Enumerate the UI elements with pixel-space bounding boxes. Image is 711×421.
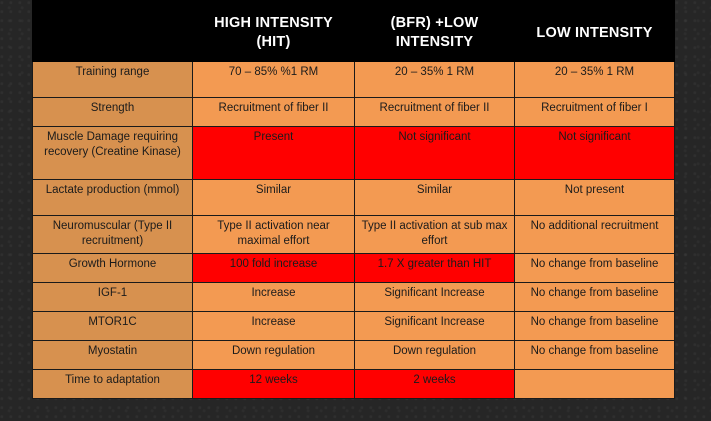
header-empty	[32, 0, 193, 62]
table-cell: 100 fold increase	[192, 253, 355, 283]
table-cell: 2 weeks	[354, 369, 515, 399]
row-label: Neuromuscular (Type II recruitment)	[32, 215, 193, 254]
table-cell: Increase	[192, 282, 355, 312]
table-cell: No additional recruitment	[514, 215, 675, 254]
table-cell: Significant Increase	[354, 311, 515, 341]
table-cell: Not significant	[514, 126, 675, 180]
row-label: Growth Hormone	[32, 253, 193, 283]
table-row: Myostatin Down regulation Down regulation N…	[32, 340, 675, 370]
row-label: Training range	[32, 61, 193, 98]
table-cell: Recruitment of fiber II	[192, 97, 355, 127]
table-row: IGF-1 Increase Significant Increase No chan…	[32, 282, 675, 312]
table-body: Training range 70 – 85% %1 RM 20 – 35% 1 R…	[32, 61, 675, 399]
table-cell: Recruitment of fiber II	[354, 97, 515, 127]
table-cell: No change from baseline	[514, 282, 675, 312]
table-row: MTOR1C Increase Significant Increase No cha…	[32, 311, 675, 341]
table-cell: Type II activation near maximal effort	[192, 215, 355, 254]
table-cell: Recruitment of fiber I	[514, 97, 675, 127]
table-cell: No change from baseline	[514, 253, 675, 283]
header-high-intensity: HIGH INTENSITY (HIT)	[192, 0, 355, 62]
table-row: Time to adaptation 12 weeks 2 weeks	[32, 369, 675, 399]
table-cell: 20 – 35% 1 RM	[514, 61, 675, 98]
row-label: Time to adaptation	[32, 369, 193, 399]
table-cell: 1.7 X greater than HIT	[354, 253, 515, 283]
table-cell: No change from baseline	[514, 340, 675, 370]
table-row: Strength Recruitment of fiber II Recruitme…	[32, 97, 675, 127]
table-cell: No change from baseline	[514, 311, 675, 341]
table-cell: Type II activation at sub max effort	[354, 215, 515, 254]
table-cell	[514, 369, 675, 399]
table-cell: Similar	[354, 179, 515, 216]
table-cell: Not significant	[354, 126, 515, 180]
table-cell: Increase	[192, 311, 355, 341]
row-label: Strength	[32, 97, 193, 127]
comparison-table: HIGH INTENSITY (HIT) (BFR) +LOW INTENSIT…	[32, 0, 675, 399]
header-row: HIGH INTENSITY (HIT) (BFR) +LOW INTENSIT…	[32, 0, 675, 62]
table-row: Neuromuscular (Type II recruitment) Type …	[32, 215, 675, 254]
table-row: Lactate production (mmol) Similar Similar N…	[32, 179, 675, 216]
table-cell: Significant Increase	[354, 282, 515, 312]
row-label: Muscle Damage requiring recovery (Creati…	[32, 126, 193, 180]
header-low-intensity: LOW INTENSITY	[514, 0, 675, 62]
table-cell: 70 – 85% %1 RM	[192, 61, 355, 98]
table-cell: Present	[192, 126, 355, 180]
header-bfr-low-intensity: (BFR) +LOW INTENSITY	[354, 0, 515, 62]
table-cell: Down regulation	[354, 340, 515, 370]
row-label: Myostatin	[32, 340, 193, 370]
table-cell: 20 – 35% 1 RM	[354, 61, 515, 98]
table-cell: Similar	[192, 179, 355, 216]
comparison-slide: HIGH INTENSITY (HIT) (BFR) +LOW INTENSIT…	[32, 0, 675, 412]
table-cell: Down regulation	[192, 340, 355, 370]
table-cell: 12 weeks	[192, 369, 355, 399]
row-label: IGF-1	[32, 282, 193, 312]
table-row: Muscle Damage requiring recovery (Creati…	[32, 126, 675, 180]
table-row: Growth Hormone 100 fold increase 1.7 X gre…	[32, 253, 675, 283]
row-label: MTOR1C	[32, 311, 193, 341]
row-label: Lactate production (mmol)	[32, 179, 193, 216]
table-cell: Not present	[514, 179, 675, 216]
table-row: Training range 70 – 85% %1 RM 20 – 35% 1 R…	[32, 61, 675, 98]
